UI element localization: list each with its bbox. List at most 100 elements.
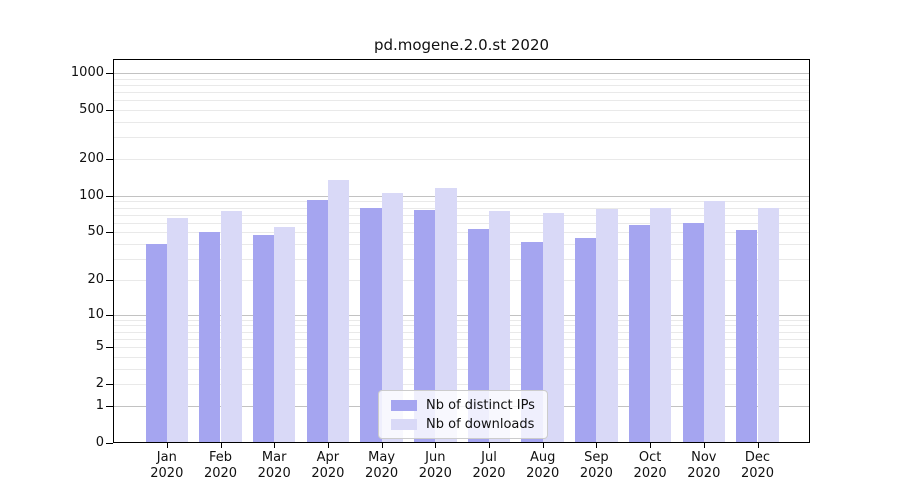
y-axis-tick <box>106 347 113 349</box>
minor-gridline <box>114 92 809 94</box>
bar-downloads-may <box>381 192 403 443</box>
x-tick-label: Jul 2020 <box>472 450 506 481</box>
minor-gridline <box>114 78 809 80</box>
minor-gridline <box>114 384 809 386</box>
x-axis-tick <box>757 443 759 448</box>
y-axis-tick <box>106 232 113 234</box>
minor-gridline <box>114 100 809 102</box>
bar-downloads-nov <box>703 201 726 443</box>
bar-downloads-jan <box>166 217 189 443</box>
bar-distinct-ips-jul <box>467 229 489 443</box>
bar-distinct-ips-dec <box>736 230 758 443</box>
minor-gridline <box>114 207 809 209</box>
x-axis-tick <box>650 443 652 448</box>
bar-downloads-oct <box>650 207 672 443</box>
x-axis-tick <box>327 443 329 448</box>
y-tick-label: 20 <box>87 271 104 287</box>
minor-gridline <box>114 368 809 370</box>
x-tick-label: Apr 2020 <box>311 450 345 481</box>
x-axis-tick <box>489 443 490 448</box>
legend-label-downloads: Nb of downloads <box>426 416 535 432</box>
y-axis-tick <box>106 110 113 112</box>
minor-gridline <box>114 222 809 224</box>
minor-gridline <box>114 122 809 124</box>
x-tick-label: Nov 2020 <box>687 450 721 481</box>
y-tick-label: 5 <box>95 339 104 355</box>
x-tick-label: Mar 2020 <box>257 450 291 481</box>
bar-distinct-ips-jun <box>414 209 436 443</box>
bar-distinct-ips-may <box>360 208 382 443</box>
y-tick-label: 2 <box>95 376 104 392</box>
minor-gridline <box>114 259 809 261</box>
legend-item-distinct-ips: Nb of distinct IPs <box>391 397 537 413</box>
y-axis-tick <box>106 159 113 161</box>
y-tick-label: 50 <box>87 224 104 240</box>
x-axis-tick <box>381 443 383 448</box>
chart-title: pd.mogene.2.0.st 2020 <box>373 36 550 54</box>
minor-gridline <box>114 244 809 246</box>
y-axis-tick <box>106 384 113 386</box>
x-axis-tick <box>596 443 598 448</box>
bar-distinct-ips-nov <box>682 222 704 443</box>
minor-gridline <box>114 110 809 112</box>
x-axis-tick <box>542 443 544 448</box>
minor-gridline <box>114 201 809 203</box>
major-gridline <box>114 195 809 197</box>
y-axis-tick <box>106 405 113 407</box>
plot-border <box>113 59 810 443</box>
x-axis-tick <box>703 443 705 448</box>
y-tick-label: 1000 <box>70 65 104 81</box>
x-axis-tick <box>274 443 276 448</box>
bar-distinct-ips-feb <box>199 232 221 443</box>
minor-gridline <box>114 331 809 333</box>
bar-downloads-apr <box>327 179 350 443</box>
bar-distinct-ips-mar <box>252 234 275 443</box>
y-tick-label: 500 <box>79 102 104 118</box>
y-axis-tick <box>106 195 113 197</box>
x-tick-label: Oct 2020 <box>633 450 667 481</box>
minor-gridline <box>114 214 809 216</box>
minor-gridline <box>114 356 809 358</box>
y-tick-label: 10 <box>87 306 104 322</box>
y-tick-label: 200 <box>79 151 104 167</box>
minor-gridline <box>114 325 809 327</box>
y-tick-label: 0 <box>95 435 104 450</box>
x-axis-tick <box>435 443 437 448</box>
bar-downloads-mar <box>274 226 296 443</box>
y-tick-label: 1 <box>95 397 104 413</box>
minor-gridline <box>114 137 809 139</box>
y-axis-tick <box>106 443 113 444</box>
bar-downloads-sep <box>596 209 618 443</box>
minor-gridline <box>114 159 809 161</box>
x-tick-label: Jun 2020 <box>418 450 452 481</box>
bar-distinct-ips-apr <box>306 199 328 443</box>
legend-label-distinct-ips: Nb of distinct IPs <box>426 397 535 413</box>
minor-gridline <box>114 232 809 234</box>
minor-gridline <box>114 279 809 281</box>
minor-gridline <box>114 319 809 321</box>
major-gridline <box>114 314 809 316</box>
legend-item-downloads: Nb of downloads <box>391 416 537 432</box>
legend: Nb of distinct IPs Nb of downloads <box>378 390 548 439</box>
x-axis-tick <box>220 443 222 448</box>
bar-distinct-ips-sep <box>575 237 597 443</box>
x-tick-label: Aug 2020 <box>526 450 560 481</box>
bar-distinct-ips-oct <box>628 224 651 443</box>
bar-downloads-dec <box>757 207 779 443</box>
minor-gridline <box>114 338 809 340</box>
major-gridline <box>114 73 809 75</box>
x-tick-label: Jan 2020 <box>150 450 184 481</box>
legend-swatch-downloads <box>391 418 417 430</box>
x-axis-tick <box>166 443 168 448</box>
y-axis-tick <box>106 314 113 316</box>
bar-downloads-jul <box>489 211 511 443</box>
minor-gridline <box>114 347 809 349</box>
y-tick-label: 100 <box>79 187 104 203</box>
legend-swatch-distinct-ips <box>391 399 417 411</box>
x-tick-label: Feb 2020 <box>203 450 238 481</box>
y-axis-tick <box>106 73 113 75</box>
x-tick-label: Sep 2020 <box>579 450 613 481</box>
bar-distinct-ips-jan <box>145 244 167 443</box>
bar-downloads-jun <box>435 187 457 443</box>
